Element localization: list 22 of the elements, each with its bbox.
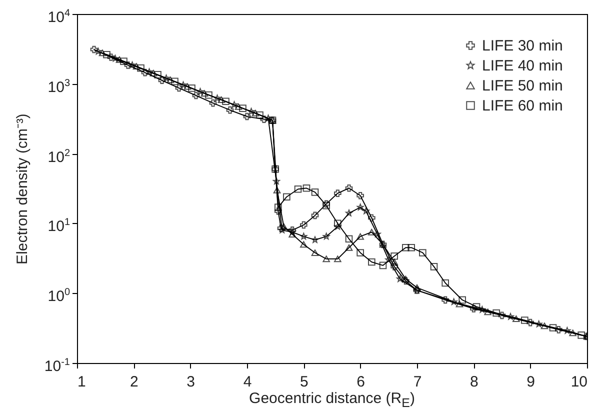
y-tick-label: 10$^{0}$ [46, 286, 70, 306]
x-tick-label: 5 [300, 374, 308, 390]
y-tick-label: 10$^{1}$ [48, 217, 70, 236]
y-tick-label: 10$^{3}$ [46, 76, 70, 96]
x-tick-label: 8 [470, 374, 478, 390]
x-tick-label: 7 [413, 374, 422, 390]
y-tick-label: 10$^{-1}$ [43, 356, 70, 375]
legend-label: LIFE 60 min [482, 98, 563, 114]
y-axis-title: Electron density (cm⁻³) [14, 114, 31, 264]
x-axis-title: Geocentric distance (R$_{E}$) [248, 390, 416, 410]
x-tick-label: 3 [186, 374, 196, 390]
y-tick-label: 10$^{2}$ [48, 148, 70, 166]
y-tick-label: 10$^{4}$ [46, 7, 70, 26]
x-tick-label: 10 [570, 374, 588, 390]
x-tick-label: 6 [356, 374, 366, 390]
x-tick-label: 9 [526, 374, 536, 390]
legend-label: LIFE 50 min [482, 78, 563, 94]
legend-label: LIFE 40 min [482, 58, 563, 74]
x-tick-label: 1 [78, 374, 86, 390]
x-tick-label: 4 [243, 374, 252, 390]
legend-label: LIFE 30 min [482, 38, 563, 54]
x-tick-label: 2 [130, 374, 138, 390]
